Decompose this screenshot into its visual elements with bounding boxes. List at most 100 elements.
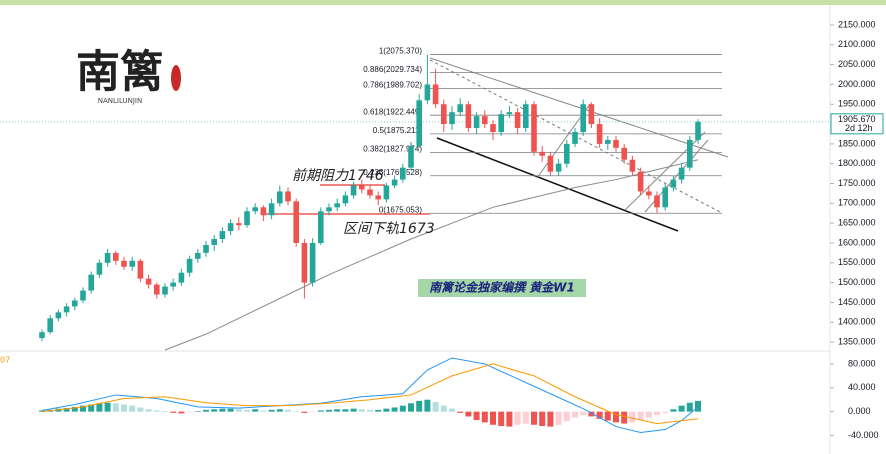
candle-body xyxy=(465,104,472,129)
candle-body xyxy=(211,239,217,245)
y-tick-label: 1650.000 xyxy=(838,218,876,228)
candle-body xyxy=(498,114,504,132)
candle-body xyxy=(678,167,685,180)
macd-bar xyxy=(629,411,636,423)
logo-seal xyxy=(171,65,181,91)
y-tick-label: 1750.000 xyxy=(838,178,876,188)
macd-bar xyxy=(416,400,423,412)
macd-bar xyxy=(293,411,300,412)
y-tick-label: 1800.000 xyxy=(838,158,876,168)
macd-bar xyxy=(481,411,488,423)
macd-bar xyxy=(203,409,209,412)
candle-body xyxy=(695,121,701,140)
logo-title: 南篱 xyxy=(76,47,164,98)
macd-bar xyxy=(621,411,628,424)
macd-bar xyxy=(695,400,701,412)
y-tick-label: 40.000 xyxy=(848,382,876,392)
candle-body xyxy=(375,195,381,200)
macd-bar xyxy=(63,408,70,412)
macd-bar xyxy=(531,411,537,425)
candle-body xyxy=(55,312,62,319)
macd-bar xyxy=(375,409,382,412)
y-tick-label: 2000.000 xyxy=(838,79,876,89)
candle-body xyxy=(506,112,513,115)
candle-body xyxy=(203,244,209,253)
candle-body xyxy=(383,185,390,200)
macd-bar xyxy=(662,411,669,413)
macd-line xyxy=(41,357,699,434)
candle-body xyxy=(162,286,168,295)
fib-label: 0.382(1827.974) xyxy=(363,145,422,154)
macd-bar xyxy=(326,409,332,412)
last-price-label: 1905.670 xyxy=(838,114,876,124)
macd-bar xyxy=(506,411,513,427)
candle-body xyxy=(539,151,545,156)
macd-bar xyxy=(580,411,587,416)
candle-body xyxy=(96,262,103,275)
macd-bar xyxy=(686,402,693,412)
candle-body xyxy=(514,112,521,129)
candle-body xyxy=(572,131,578,144)
macd-bar xyxy=(342,409,349,412)
y-tick-label: 1400.000 xyxy=(838,317,876,327)
candle-body xyxy=(555,163,562,172)
macd-bar xyxy=(588,411,595,417)
candle-body xyxy=(596,124,603,144)
candle-body xyxy=(457,104,463,113)
macd-bar xyxy=(350,408,357,412)
trend-line xyxy=(429,57,729,158)
candle-body xyxy=(531,104,537,152)
candle-body xyxy=(490,124,496,132)
macd-bar xyxy=(473,411,480,420)
macd-bar xyxy=(604,411,611,421)
candle-body xyxy=(334,203,340,208)
candle-body xyxy=(195,252,201,259)
candle-body xyxy=(588,104,595,125)
macd-bar xyxy=(39,410,45,412)
macd-bar xyxy=(547,411,554,427)
macd-bar xyxy=(137,407,144,412)
candle-body xyxy=(654,195,660,208)
macd-bar xyxy=(596,411,603,419)
y-tick-label: 1500.000 xyxy=(838,277,876,287)
macd-bar xyxy=(457,411,464,413)
macd-bar xyxy=(317,410,324,412)
candle-body xyxy=(662,187,668,208)
macd-bar xyxy=(260,410,267,412)
macd-bar xyxy=(268,409,275,412)
candle-body xyxy=(260,207,267,216)
candle-body xyxy=(318,211,324,243)
fib-label: 0.236(1769.528) xyxy=(363,168,422,177)
macd-bar xyxy=(252,409,259,412)
candle-body xyxy=(104,252,111,263)
macd-bar xyxy=(309,411,316,413)
fib-label: 0.786(1989.702) xyxy=(363,81,422,90)
macd-bar xyxy=(399,405,406,412)
macd-bar xyxy=(88,404,95,412)
macd-bar xyxy=(465,411,472,417)
candle-body xyxy=(391,179,398,186)
candle-body xyxy=(449,112,455,125)
y-tick-label: 80.000 xyxy=(848,358,876,368)
macd-bar xyxy=(391,407,398,412)
macd-bar xyxy=(194,411,201,412)
logo-subtitle: NANLILUNJIN xyxy=(98,97,143,105)
y-tick-label: 0.000 xyxy=(848,406,871,416)
macd-bar xyxy=(432,402,439,412)
candle-body xyxy=(186,258,193,273)
macd-bar xyxy=(645,411,652,418)
candle-body xyxy=(252,207,258,212)
macd-bar xyxy=(285,409,291,412)
fib-label: 1(2075.370) xyxy=(379,47,422,56)
watermark: 南篱论金独家编撰 黄金W1 xyxy=(429,281,575,295)
y-tick-label: 1700.000 xyxy=(838,198,876,208)
candle-body xyxy=(219,231,226,240)
logo: 南篱 NANLILUNJIN xyxy=(76,47,181,105)
indicator-label: 07 xyxy=(0,356,10,365)
macd-bar xyxy=(80,405,86,412)
macd-bar xyxy=(334,409,341,412)
candle-body xyxy=(137,260,144,279)
fib-label: 0.886(2029.734) xyxy=(363,65,422,74)
y-tick-label: 1450.000 xyxy=(838,297,876,307)
